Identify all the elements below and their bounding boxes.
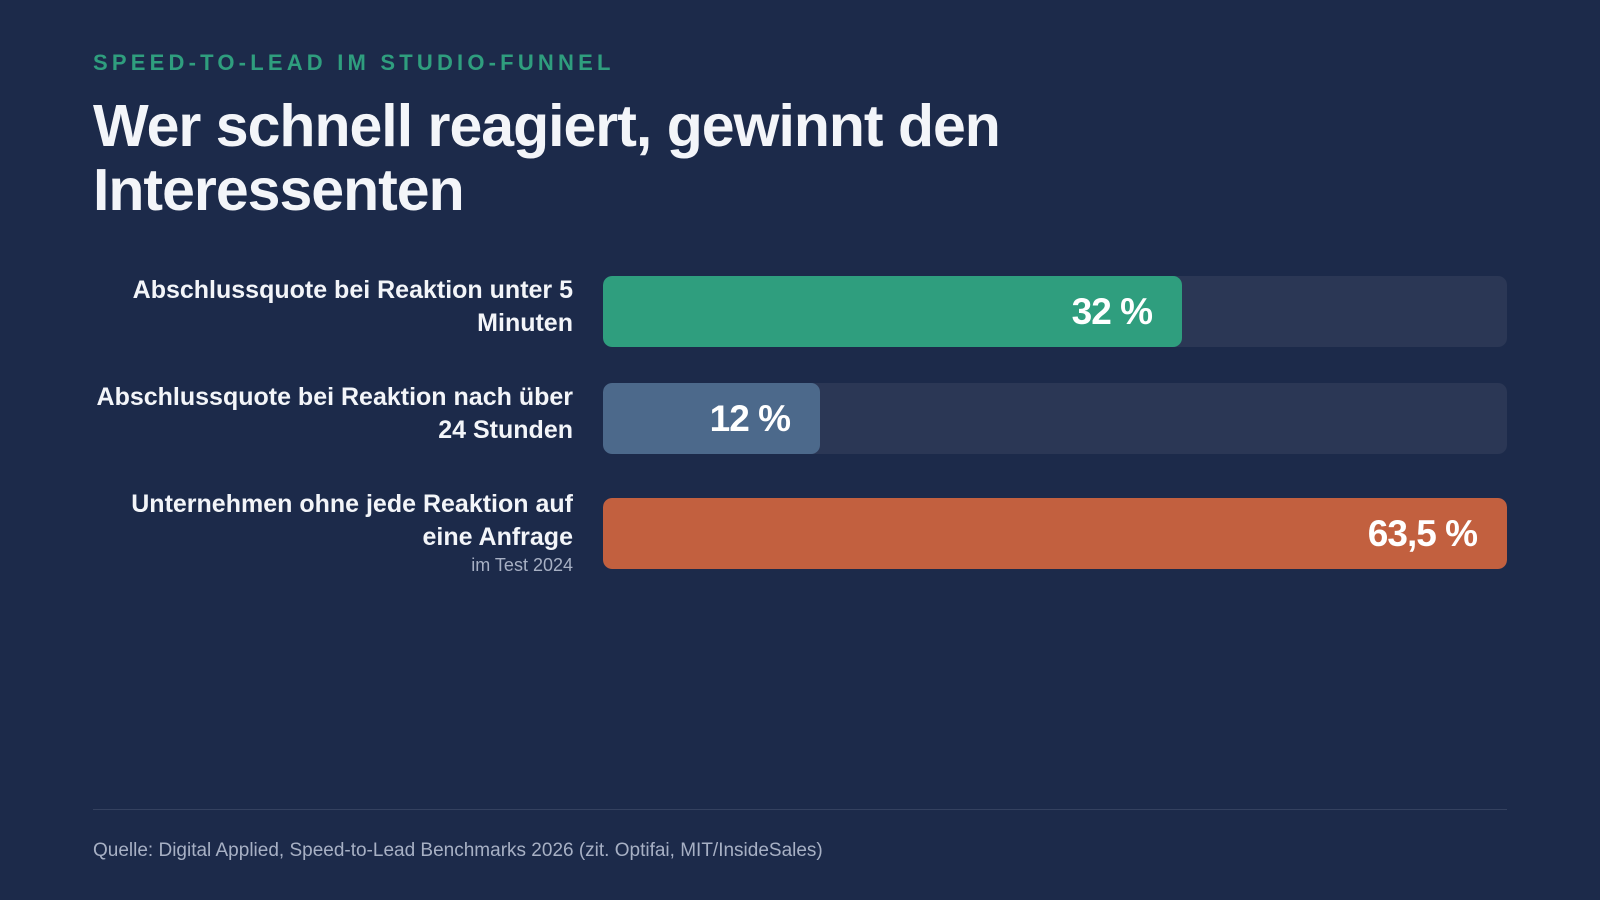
source-note: Quelle: Digital Applied, Speed-to-Lead B…: [93, 840, 823, 861]
page-title: Wer schnell reagiert, gewinnt den Intere…: [93, 93, 1001, 223]
bar-value-label: 32 %: [1071, 291, 1153, 332]
bar: [603, 276, 1182, 347]
bar: [603, 498, 1507, 569]
bar-category-label: Unternehmen ohne jede Reaktion auf eine …: [93, 488, 573, 576]
bar-track: [603, 383, 1507, 454]
eyebrow: SPEED-TO-LEAD IM STUDIO-FUNNEL: [93, 50, 615, 75]
bar-track: [603, 498, 1507, 569]
bar-value-label: 12 %: [709, 398, 791, 439]
footer-divider: [93, 809, 1507, 810]
bar: [603, 383, 820, 454]
bar-category-label: Abschlussquote bei Reaktion unter 5 Minu…: [93, 274, 573, 340]
bar-value-label: 63,5 %: [1367, 513, 1478, 554]
bar-track: [603, 276, 1507, 347]
bar-category-label: Abschlussquote bei Reaktion nach über 24…: [93, 381, 573, 447]
bar-category-text: Abschlussquote bei Reaktion unter 5 Minu…: [132, 276, 573, 337]
bar-category-text: Unternehmen ohne jede Reaktion auf eine …: [131, 490, 573, 551]
bar-category-text: Abschlussquote bei Reaktion nach über 24…: [96, 383, 573, 444]
bar-category-note: im Test 2024: [471, 555, 573, 575]
